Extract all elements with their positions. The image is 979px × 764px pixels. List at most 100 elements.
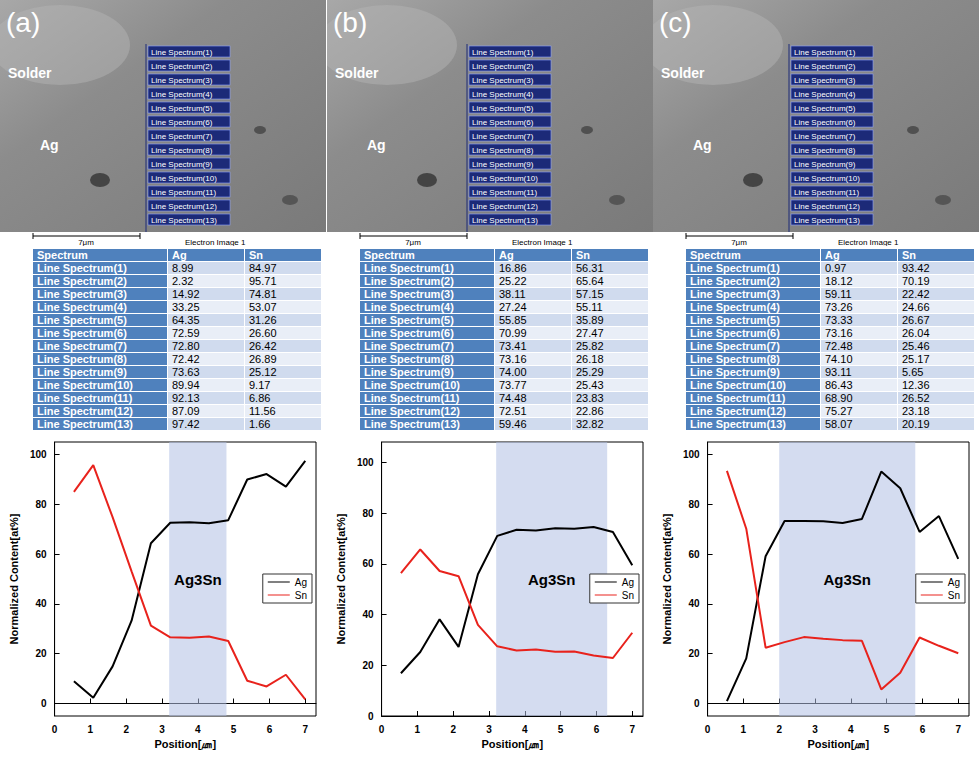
svg-text:Line Spectrum(4): Line Spectrum(4) <box>794 90 856 99</box>
svg-text:Ag3Sn: Ag3Sn <box>528 571 576 588</box>
svg-text:Solder: Solder <box>661 65 705 81</box>
svg-text:Electron Image 1: Electron Image 1 <box>185 238 246 246</box>
svg-text:Electron Image 1: Electron Image 1 <box>838 238 899 246</box>
svg-text:(c): (c) <box>659 7 692 38</box>
svg-text:Line Spectrum(6): Line Spectrum(6) <box>472 118 534 127</box>
svg-text:Ag3Sn: Ag3Sn <box>823 571 871 588</box>
svg-text:7μm: 7μm <box>405 238 421 246</box>
svg-text:60: 60 <box>35 549 47 560</box>
svg-text:4: 4 <box>195 724 201 735</box>
svg-text:Line Spectrum(6): Line Spectrum(6) <box>794 118 856 127</box>
svg-text:100: 100 <box>357 457 374 468</box>
svg-text:5: 5 <box>884 724 890 735</box>
svg-text:Line Spectrum(9): Line Spectrum(9) <box>794 160 856 169</box>
svg-text:60: 60 <box>688 549 700 560</box>
svg-text:Line Spectrum(7): Line Spectrum(7) <box>151 132 213 141</box>
svg-text:Line Spectrum(8): Line Spectrum(8) <box>794 146 856 155</box>
svg-text:Line Spectrum(10): Line Spectrum(10) <box>151 174 217 183</box>
svg-text:Line Spectrum(7): Line Spectrum(7) <box>472 132 534 141</box>
svg-text:0: 0 <box>379 724 385 735</box>
svg-text:Ag: Ag <box>622 577 634 588</box>
svg-text:6: 6 <box>594 724 600 735</box>
svg-text:Line Spectrum(4): Line Spectrum(4) <box>472 90 534 99</box>
svg-text:Line Spectrum(4): Line Spectrum(4) <box>151 90 213 99</box>
svg-text:Line Spectrum(12): Line Spectrum(12) <box>472 202 538 211</box>
svg-text:Solder: Solder <box>8 65 52 81</box>
svg-text:2: 2 <box>123 724 129 735</box>
svg-text:7μm: 7μm <box>78 238 94 246</box>
svg-text:Line Spectrum(12): Line Spectrum(12) <box>151 202 217 211</box>
svg-text:Line Spectrum(9): Line Spectrum(9) <box>151 160 213 169</box>
svg-text:1: 1 <box>415 724 421 735</box>
svg-text:80: 80 <box>688 499 700 510</box>
svg-text:Line Spectrum(11): Line Spectrum(11) <box>472 188 538 197</box>
svg-text:Line Spectrum(3): Line Spectrum(3) <box>472 76 534 85</box>
svg-text:0: 0 <box>694 698 700 709</box>
svg-text:3: 3 <box>812 724 818 735</box>
svg-text:Ag: Ag <box>367 137 386 153</box>
svg-text:Line Spectrum(5): Line Spectrum(5) <box>794 104 856 113</box>
svg-text:Line Spectrum(13): Line Spectrum(13) <box>151 216 217 225</box>
svg-text:3: 3 <box>159 724 165 735</box>
svg-text:Line Spectrum(10): Line Spectrum(10) <box>794 174 860 183</box>
svg-text:0: 0 <box>52 724 58 735</box>
svg-text:Sn: Sn <box>295 590 307 601</box>
svg-text:Line Spectrum(5): Line Spectrum(5) <box>472 104 534 113</box>
svg-text:Ag: Ag <box>40 137 59 153</box>
svg-text:100: 100 <box>30 449 47 460</box>
svg-text:Line Spectrum(10): Line Spectrum(10) <box>472 174 538 183</box>
svg-text:Line Spectrum(13): Line Spectrum(13) <box>472 216 538 225</box>
svg-text:Line Spectrum(3): Line Spectrum(3) <box>151 76 213 85</box>
svg-text:Line Spectrum(3): Line Spectrum(3) <box>794 76 856 85</box>
svg-text:Line Spectrum(6): Line Spectrum(6) <box>151 118 213 127</box>
svg-text:Line Spectrum(2): Line Spectrum(2) <box>472 62 534 71</box>
svg-text:20: 20 <box>688 648 700 659</box>
svg-text:Ag3Sn: Ag3Sn <box>174 571 222 588</box>
svg-text:40: 40 <box>35 598 47 609</box>
svg-text:Line Spectrum(7): Line Spectrum(7) <box>794 132 856 141</box>
svg-text:Line Spectrum(9): Line Spectrum(9) <box>472 160 534 169</box>
svg-text:7: 7 <box>302 724 308 735</box>
svg-text:7μm: 7μm <box>731 238 747 246</box>
svg-text:Position[㎛]: Position[㎛] <box>481 738 543 750</box>
svg-text:40: 40 <box>688 598 700 609</box>
svg-text:80: 80 <box>35 499 47 510</box>
svg-text:Line Spectrum(1): Line Spectrum(1) <box>151 48 213 57</box>
svg-text:Line Spectrum(8): Line Spectrum(8) <box>151 146 213 155</box>
svg-text:100: 100 <box>683 449 700 460</box>
svg-text:6: 6 <box>267 724 273 735</box>
svg-text:2: 2 <box>450 724 456 735</box>
svg-text:4: 4 <box>522 724 528 735</box>
svg-text:0: 0 <box>41 698 47 709</box>
svg-text:20: 20 <box>35 648 47 659</box>
svg-text:Line Spectrum(1): Line Spectrum(1) <box>472 48 534 57</box>
svg-text:60: 60 <box>362 558 374 569</box>
svg-text:5: 5 <box>231 724 237 735</box>
svg-text:Electron Image 1: Electron Image 1 <box>512 238 573 246</box>
svg-text:Normalized Content[at%]: Normalized Content[at%] <box>8 513 20 644</box>
svg-text:Line Spectrum(13): Line Spectrum(13) <box>794 216 860 225</box>
svg-text:Sn: Sn <box>622 590 634 601</box>
svg-text:Line Spectrum(11): Line Spectrum(11) <box>151 188 217 197</box>
svg-text:Normalized Content[at%]: Normalized Content[at%] <box>661 513 673 644</box>
svg-text:Line Spectrum(1): Line Spectrum(1) <box>794 48 856 57</box>
svg-text:0: 0 <box>368 711 374 722</box>
svg-text:Sn: Sn <box>948 590 960 601</box>
svg-text:7: 7 <box>629 724 635 735</box>
svg-text:Ag: Ag <box>295 577 307 588</box>
svg-text:Line Spectrum(11): Line Spectrum(11) <box>794 188 860 197</box>
svg-text:(b): (b) <box>333 7 367 38</box>
svg-text:40: 40 <box>362 609 374 620</box>
svg-text:0: 0 <box>705 724 711 735</box>
svg-text:Line Spectrum(2): Line Spectrum(2) <box>794 62 856 71</box>
svg-text:Line Spectrum(2): Line Spectrum(2) <box>151 62 213 71</box>
svg-text:1: 1 <box>88 724 94 735</box>
svg-text:1: 1 <box>741 724 747 735</box>
svg-text:Solder: Solder <box>335 65 379 81</box>
svg-text:20: 20 <box>362 660 374 671</box>
svg-text:Line Spectrum(5): Line Spectrum(5) <box>151 104 213 113</box>
svg-text:2: 2 <box>776 724 782 735</box>
svg-text:3: 3 <box>486 724 492 735</box>
svg-text:7: 7 <box>955 724 961 735</box>
svg-text:80: 80 <box>362 508 374 519</box>
